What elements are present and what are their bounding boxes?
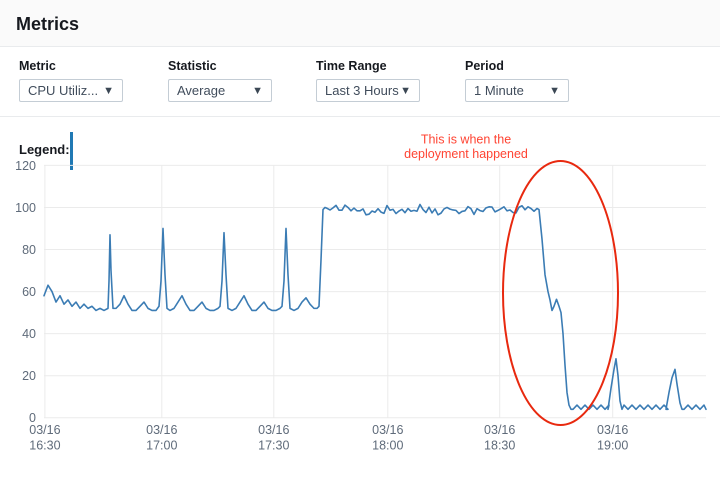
svg-text:03/16: 03/16 bbox=[484, 423, 515, 437]
svg-text:18:30: 18:30 bbox=[484, 438, 515, 452]
svg-text:80: 80 bbox=[22, 243, 36, 257]
svg-text:17:00: 17:00 bbox=[146, 438, 177, 452]
svg-text:03/16: 03/16 bbox=[29, 423, 60, 437]
svg-text:60: 60 bbox=[22, 285, 36, 299]
svg-text:40: 40 bbox=[22, 327, 36, 341]
svg-text:18:00: 18:00 bbox=[372, 438, 403, 452]
svg-text:100: 100 bbox=[15, 201, 36, 215]
svg-text:03/16: 03/16 bbox=[258, 423, 289, 437]
svg-text:03/16: 03/16 bbox=[372, 423, 403, 437]
svg-text:03/16: 03/16 bbox=[146, 423, 177, 437]
svg-text:17:30: 17:30 bbox=[258, 438, 289, 452]
svg-text:19:00: 19:00 bbox=[597, 438, 628, 452]
svg-text:16:30: 16:30 bbox=[29, 438, 60, 452]
svg-text:20: 20 bbox=[22, 369, 36, 383]
svg-text:120: 120 bbox=[15, 159, 36, 173]
svg-text:03/16: 03/16 bbox=[597, 423, 628, 437]
